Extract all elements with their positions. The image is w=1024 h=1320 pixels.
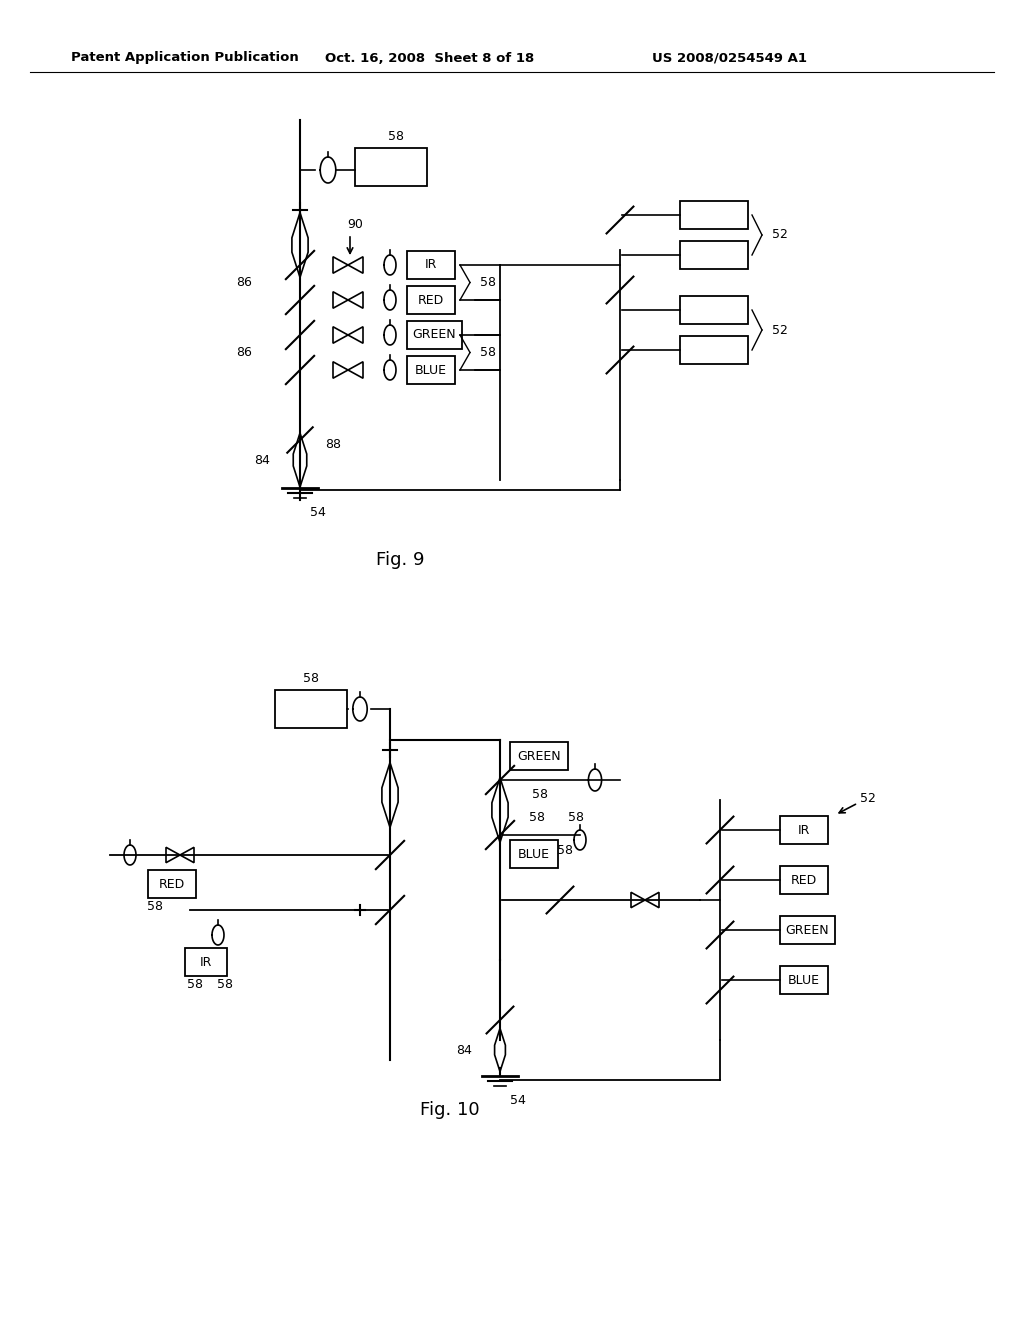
Text: Oct. 16, 2008  Sheet 8 of 18: Oct. 16, 2008 Sheet 8 of 18 [326,51,535,65]
Text: 84: 84 [254,454,270,466]
Text: 58: 58 [557,843,573,857]
FancyBboxPatch shape [780,966,828,994]
FancyBboxPatch shape [148,870,196,898]
Text: 86: 86 [237,276,252,289]
Text: Fig. 9: Fig. 9 [376,550,424,569]
Text: 58: 58 [568,810,584,824]
Text: 54: 54 [510,1093,526,1106]
FancyBboxPatch shape [185,948,227,975]
FancyBboxPatch shape [680,296,748,323]
Text: 58: 58 [388,129,404,143]
Text: 58: 58 [187,978,203,991]
FancyBboxPatch shape [407,251,455,279]
Text: GREEN: GREEN [517,750,561,763]
Text: 86: 86 [237,346,252,359]
FancyBboxPatch shape [780,916,835,944]
Text: GREEN: GREEN [413,329,457,342]
Text: BLUE: BLUE [518,847,550,861]
Text: 52: 52 [772,323,787,337]
Text: Fig. 10: Fig. 10 [420,1101,480,1119]
FancyBboxPatch shape [680,201,748,228]
FancyBboxPatch shape [510,742,568,770]
Text: GREEN: GREEN [785,924,829,936]
FancyBboxPatch shape [780,866,828,894]
Text: 58: 58 [480,346,496,359]
Text: RED: RED [418,293,444,306]
Text: IR: IR [425,259,437,272]
Text: 52: 52 [772,228,787,242]
FancyBboxPatch shape [680,242,748,269]
FancyBboxPatch shape [355,148,427,186]
Text: 58: 58 [217,978,233,991]
Text: 58: 58 [532,788,548,801]
FancyBboxPatch shape [680,337,748,364]
Text: 58: 58 [303,672,319,685]
FancyBboxPatch shape [407,286,455,314]
Text: 84: 84 [456,1044,472,1056]
Text: 58: 58 [147,900,163,913]
Text: IR: IR [798,824,810,837]
Text: 58: 58 [529,810,545,824]
Text: 54: 54 [310,506,326,519]
Text: 90: 90 [347,219,362,231]
Text: 58: 58 [480,276,496,289]
FancyBboxPatch shape [407,356,455,384]
Text: BLUE: BLUE [415,363,447,376]
Text: Patent Application Publication: Patent Application Publication [71,51,299,65]
Text: 88: 88 [325,438,341,451]
Text: 52: 52 [860,792,876,804]
Text: RED: RED [159,878,185,891]
Text: BLUE: BLUE [788,974,820,986]
FancyBboxPatch shape [780,816,828,843]
FancyBboxPatch shape [407,321,462,348]
FancyBboxPatch shape [275,690,347,729]
Text: IR: IR [200,956,212,969]
Text: RED: RED [791,874,817,887]
Text: US 2008/0254549 A1: US 2008/0254549 A1 [652,51,808,65]
FancyBboxPatch shape [510,840,558,869]
